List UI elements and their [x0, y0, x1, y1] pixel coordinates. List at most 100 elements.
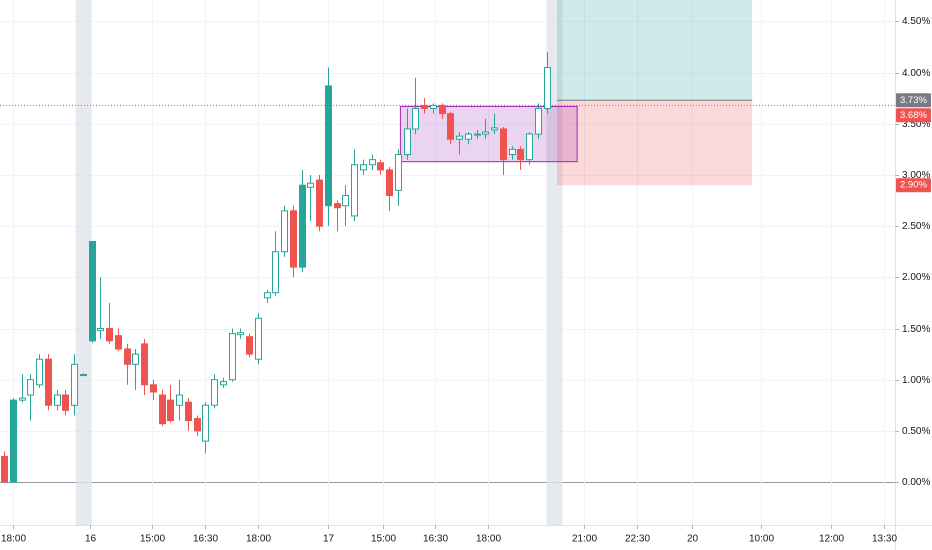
x-tick-label: 15:00 [140, 534, 165, 545]
y-tick-label: 0.50% [902, 426, 930, 437]
candle-body [509, 148, 516, 156]
candle-body [307, 182, 314, 188]
x-tick-label: 22:30 [625, 534, 650, 545]
y-tick-label: 0.00% [902, 477, 930, 488]
candle-body [229, 333, 236, 381]
candle-body [141, 343, 148, 386]
session-break [75, 0, 92, 525]
price-tag-label: 2.90% [900, 180, 927, 191]
candle-body [220, 381, 227, 386]
candle-body [1, 455, 8, 483]
candle-body [124, 348, 131, 365]
y-tick-label: 4.00% [902, 68, 930, 79]
price-tag-label: 3.68% [900, 110, 927, 121]
y-tick-label: 4.50% [902, 16, 930, 27]
y-tick-label: 2.50% [902, 221, 930, 232]
candle-body [202, 404, 209, 442]
candle-body [167, 399, 174, 422]
candle-body [246, 336, 253, 355]
candle-body [19, 397, 26, 401]
x-tick-label: 18:00 [1, 534, 26, 545]
candle-body [500, 128, 507, 161]
candle-body [237, 332, 244, 336]
position-target-zone [557, 0, 753, 101]
candle-body [281, 210, 288, 253]
candle-body [544, 67, 551, 109]
x-tick-label: 16:30 [193, 534, 218, 545]
x-tick-label: 18:00 [246, 534, 271, 545]
x-tick-label: 16 [85, 534, 97, 545]
grid [0, 0, 895, 525]
candle-body [255, 317, 262, 360]
price-tag [896, 93, 931, 108]
candle-body [36, 358, 43, 386]
position-stop-zone [557, 100, 753, 186]
candle-body [482, 131, 489, 135]
candle-body [377, 162, 384, 171]
candle-body [185, 401, 192, 422]
candle-body [10, 399, 17, 483]
candle-body [404, 128, 411, 156]
x-tick-label: 17 [323, 534, 335, 545]
candle-body [211, 379, 218, 406]
x-tick-label: 18:00 [476, 534, 501, 545]
candle-body [535, 107, 542, 135]
y-tick-label: 1.50% [902, 324, 930, 335]
candle-body [150, 384, 157, 393]
candle-body [62, 394, 69, 411]
price-tag [896, 178, 931, 193]
candle-body [132, 353, 139, 365]
candle-body [115, 335, 122, 350]
candle-body [439, 104, 446, 115]
candle-body [54, 394, 61, 406]
candle-body [272, 251, 279, 294]
y-tick-label: 3.00% [902, 170, 930, 181]
candle-body [395, 154, 402, 191]
price-tag-label: 3.73% [900, 95, 927, 106]
candle-body [194, 418, 201, 432]
candle-body [299, 184, 306, 268]
candle-body [290, 210, 297, 268]
x-tick-label: 16:30 [423, 534, 448, 545]
x-tick-label: 21:00 [572, 534, 597, 545]
candles [1, 52, 551, 483]
candle-body [369, 159, 376, 166]
candle-body [27, 379, 34, 396]
session-break [546, 0, 563, 525]
y-tick-label: 2.00% [902, 272, 930, 283]
candle-body [264, 292, 271, 299]
x-tick-label: 10:00 [749, 534, 774, 545]
candle-body [456, 135, 463, 140]
candle-body [360, 164, 367, 171]
candle-body [342, 194, 349, 207]
candle-body [97, 328, 104, 332]
candle-body [159, 394, 166, 425]
candle-body [447, 113, 454, 140]
price-tag [896, 108, 931, 123]
x-tick-label: 20 [687, 534, 699, 545]
candle-body [106, 328, 113, 342]
candle-body [421, 104, 428, 109]
x-tick-label: 12:00 [819, 534, 844, 545]
candle-body [89, 241, 96, 342]
candle-body [45, 358, 52, 406]
candle-body [80, 374, 87, 377]
candle-body [517, 148, 524, 161]
candle-body [334, 203, 341, 209]
x-tick-label: 13:30 [872, 534, 897, 545]
axes: 0.00% 0.50% 1.00% 1.50% 2.00% 2.50% 3.00% 3.50%… [1, 16, 931, 545]
candle-body [386, 169, 393, 196]
candle-body [430, 104, 437, 109]
candle-body [491, 127, 498, 131]
y-tick-label: 3.50% [902, 119, 930, 130]
candle-body [71, 363, 78, 406]
candle-body [465, 133, 472, 140]
candle-body [176, 394, 183, 406]
candle-body [526, 133, 533, 161]
x-tick-label: 15:00 [371, 534, 396, 545]
candle-body [325, 85, 332, 207]
candle-body [316, 179, 323, 227]
